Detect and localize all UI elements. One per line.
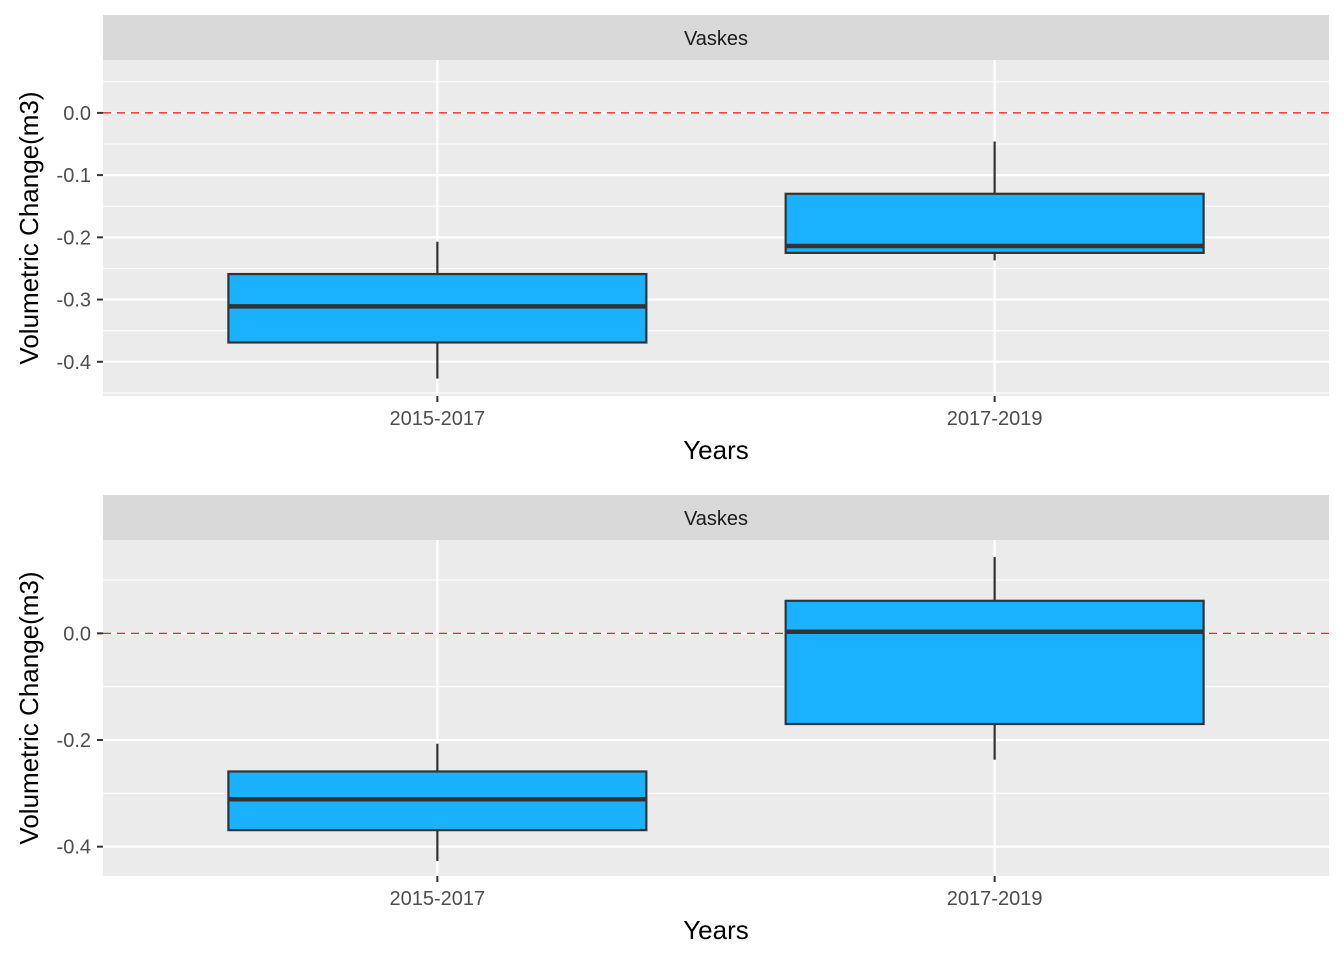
boxes — [227, 557, 1205, 862]
box-iqr — [784, 192, 1205, 254]
y-tick-label: 0.0 — [63, 103, 91, 125]
y-axis: 0.0 -0.2 -0.4 — [57, 623, 103, 859]
x-axis: 2015-2017 2017-2019 — [390, 396, 1043, 430]
facet-top: Vaskes 0.0 -0.1 -0.2 -0.3 -0.4 2015-2017 2017… — [14, 15, 1329, 465]
x-tick-label: 2017-2019 — [947, 408, 1043, 430]
y-tick-label: -0.4 — [57, 837, 91, 859]
facet-strip-label: Vaskes — [684, 508, 748, 530]
y-axis: 0.0 -0.1 -0.2 -0.3 -0.4 — [57, 103, 103, 374]
facet-bottom: Vaskes 0.0 -0.2 -0.4 2015-2017 2017-2019 Ye… — [14, 495, 1329, 945]
x-axis-title: Years — [683, 915, 749, 945]
y-tick-label: -0.1 — [57, 165, 91, 187]
y-tick-label: -0.2 — [57, 730, 91, 752]
y-axis-title: Volumetric Change(m3) — [14, 91, 44, 364]
facet-strip-bottom — [103, 495, 1329, 540]
y-tick-label: -0.2 — [57, 227, 91, 249]
x-axis-title: Years — [683, 435, 749, 465]
x-tick-label: 2017-2019 — [947, 888, 1043, 910]
x-axis: 2015-2017 2017-2019 — [390, 876, 1043, 910]
y-tick-label: -0.4 — [57, 352, 91, 374]
y-tick-label: 0.0 — [63, 623, 91, 645]
box-iqr — [784, 599, 1205, 726]
x-tick-label: 2015-2017 — [390, 888, 486, 910]
y-tick-label: -0.3 — [57, 290, 91, 312]
facet-strip-top — [103, 15, 1329, 60]
x-tick-label: 2015-2017 — [390, 408, 486, 430]
boxes — [227, 141, 1205, 379]
y-axis-title: Volumetric Change(m3) — [14, 571, 44, 844]
gridlines — [103, 60, 1329, 396]
facet-strip-label: Vaskes — [684, 28, 748, 50]
